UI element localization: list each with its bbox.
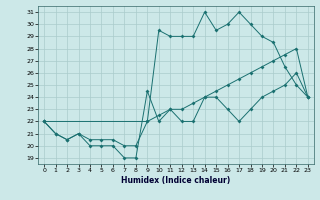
- X-axis label: Humidex (Indice chaleur): Humidex (Indice chaleur): [121, 176, 231, 185]
